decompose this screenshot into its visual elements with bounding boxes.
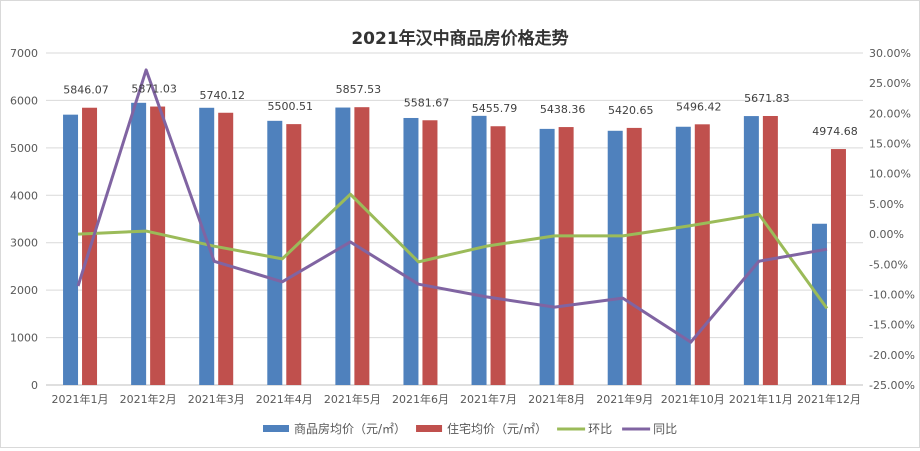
x-tick-label: 2021年11月	[729, 392, 793, 406]
legend-label: 环比	[588, 422, 612, 436]
x-tick-label: 2021年2月	[120, 392, 177, 406]
x-tick-label: 2021年12月	[797, 392, 861, 406]
y-left-tick-label: 7000	[10, 47, 38, 60]
data-label: 5740.12	[199, 89, 245, 102]
bar-commercial-price	[540, 129, 555, 385]
data-label: 5871.03	[131, 83, 177, 96]
bar-residential-price	[150, 107, 165, 385]
bar-commercial-price	[131, 103, 146, 385]
y-left-tick-label: 5000	[10, 142, 38, 155]
data-label: 5857.53	[336, 83, 382, 96]
bar-residential-price	[422, 120, 437, 385]
y-left-tick-label: 4000	[10, 189, 38, 202]
bar-commercial-price	[608, 131, 623, 385]
x-tick-label: 2021年1月	[52, 392, 109, 406]
data-label: 5496.42	[676, 100, 722, 113]
x-tick-label: 2021年4月	[256, 392, 313, 406]
legend-swatch	[416, 425, 442, 432]
legend-swatch	[263, 425, 289, 432]
x-tick-label: 2021年6月	[392, 392, 449, 406]
bar-commercial-price	[267, 121, 282, 385]
y-left-tick-label: 3000	[10, 237, 38, 250]
data-label: 5671.83	[744, 92, 790, 105]
y-left-tick-label: 2000	[10, 284, 38, 297]
x-tick-label: 2021年7月	[460, 392, 517, 406]
x-tick-label: 2021年5月	[324, 392, 381, 406]
y-right-tick-label: -5.00%	[869, 258, 908, 271]
y-right-tick-label: 30.00%	[869, 47, 911, 60]
bar-residential-price	[695, 124, 710, 385]
y-right-tick-label: 20.00%	[869, 107, 911, 120]
data-label: 4974.68	[812, 125, 858, 138]
y-left-tick-label: 6000	[10, 94, 38, 107]
bar-residential-price	[627, 128, 642, 385]
y-right-tick-label: -25.00%	[869, 379, 915, 392]
bar-residential-price	[763, 116, 778, 385]
data-label: 5500.51	[268, 100, 314, 113]
y-left-tick-label: 0	[31, 379, 38, 392]
y-right-tick-label: -10.00%	[869, 288, 915, 301]
y-right-tick-label: -20.00%	[869, 349, 915, 362]
legend-label: 住宅均价（元/㎡）	[447, 421, 547, 436]
x-tick-label: 2021年10月	[661, 392, 725, 406]
bar-commercial-price	[63, 115, 78, 385]
bar-residential-price	[491, 126, 506, 385]
x-tick-label: 2021年8月	[528, 392, 585, 406]
bar-commercial-price	[744, 116, 759, 385]
data-label: 5455.79	[472, 102, 518, 115]
bar-residential-price	[831, 149, 846, 385]
y-right-tick-label: 10.00%	[869, 168, 911, 181]
legend-label: 同比	[653, 422, 677, 436]
data-label: 5581.67	[404, 96, 450, 109]
chart-title: 2021年汉中商品房价格走势	[351, 28, 568, 49]
y-right-tick-label: 0.00%	[869, 228, 904, 241]
y-right-tick-label: 25.00%	[869, 77, 911, 90]
bar-residential-price	[559, 127, 574, 385]
data-label: 5420.65	[608, 104, 654, 117]
y-right-tick-label: -15.00%	[869, 319, 915, 332]
x-tick-label: 2021年9月	[596, 392, 653, 406]
y-left-tick-label: 1000	[10, 332, 38, 345]
bar-commercial-price	[676, 127, 691, 385]
data-label: 5438.36	[540, 103, 586, 116]
data-label: 5846.07	[63, 84, 109, 97]
bar-commercial-price	[403, 118, 418, 385]
legend-label: 商品房均价（元/㎡）	[294, 421, 406, 436]
y-right-tick-label: 15.00%	[869, 138, 911, 151]
x-tick-label: 2021年3月	[188, 392, 245, 406]
y-right-tick-label: 5.00%	[869, 198, 904, 211]
